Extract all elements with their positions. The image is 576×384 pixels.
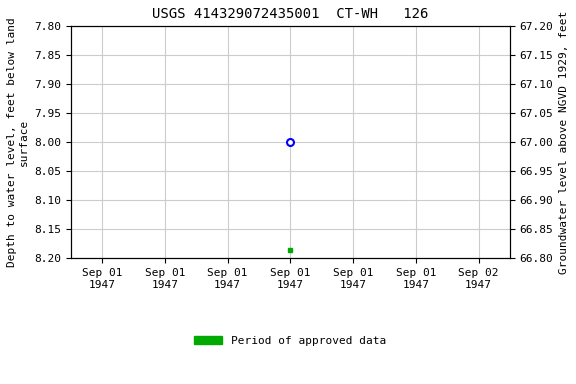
Y-axis label: Depth to water level, feet below land
surface: Depth to water level, feet below land su… bbox=[7, 18, 29, 267]
Title: USGS 414329072435001  CT-WH   126: USGS 414329072435001 CT-WH 126 bbox=[152, 7, 429, 21]
Legend: Period of approved data: Period of approved data bbox=[190, 331, 391, 350]
Y-axis label: Groundwater level above NGVD 1929, feet: Groundwater level above NGVD 1929, feet bbox=[559, 11, 569, 274]
